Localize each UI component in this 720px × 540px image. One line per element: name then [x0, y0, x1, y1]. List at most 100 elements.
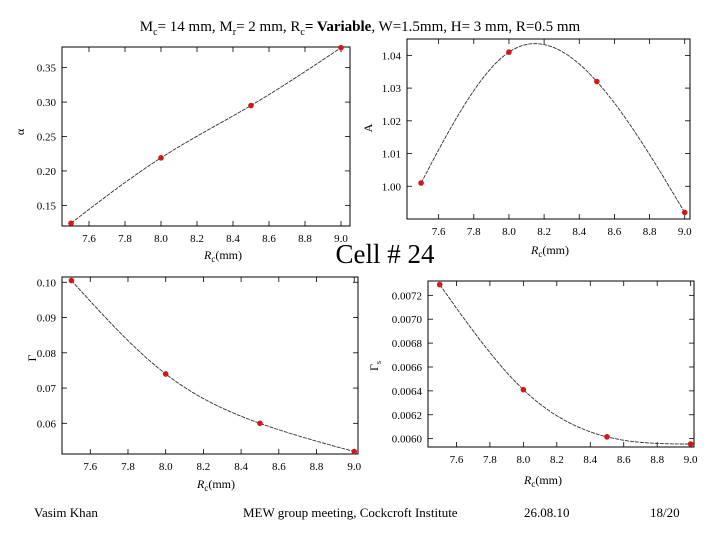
y-tick-label: 0.0068: [392, 338, 423, 350]
title-part-0: M: [139, 19, 154, 35]
title-part-4: = 2 mm, R: [236, 19, 301, 35]
chart-alpha: 7.6 7.8 8.0 8.2 8.4 8.6 8.8 9.0 0.15 0.20 0.25 0.30…: [13, 44, 351, 264]
x-tick-label: 7.6: [82, 233, 96, 245]
title-part-6: = Variable: [304, 19, 372, 35]
data-point: [162, 371, 169, 377]
data-point: [351, 448, 358, 455]
y-tick-label: 0.0066: [392, 362, 423, 374]
presentation-date: 26.08.10: [524, 505, 570, 520]
x-tick-label: 8.2: [550, 454, 564, 466]
y-tick-label: 0.0062: [392, 410, 422, 422]
x-tick-label: 8.0: [502, 226, 516, 238]
x-tick-label: 8.4: [572, 226, 586, 238]
data-point: [248, 102, 254, 109]
x-axis-label: Rc(mm): [203, 248, 242, 264]
x-tick-label: 9.0: [334, 233, 348, 245]
y-tick-label: 0.0060: [392, 434, 423, 446]
x-tick-label: 8.0: [154, 233, 168, 245]
y-tick-label: 0.09: [37, 313, 57, 325]
page-number: 18/20: [650, 505, 680, 520]
x-tick-label: 9.0: [678, 226, 692, 238]
x-tick-label: 7.6: [432, 226, 446, 238]
series-curve: [439, 284, 691, 445]
chart-Gamma: 7.6 7.8 8.0 8.2 8.4 8.6 8.8 9.0 0.06 0.07 0.08 0.09…: [25, 276, 362, 493]
x-tick-label: 8.4: [583, 454, 597, 466]
data-point: [257, 420, 263, 427]
x-tick-label: 8.2: [190, 233, 204, 245]
x-tick-label: 7.6: [450, 454, 464, 466]
y-tick-label: 0.35: [37, 63, 57, 75]
y-tick-label: 0.30: [37, 97, 57, 109]
title-part-5: c: [300, 27, 305, 38]
y-axis-label: A: [361, 123, 375, 132]
y-tick-label: 0.25: [37, 132, 57, 144]
data-point: [68, 220, 74, 227]
title-part-7: , W=1.5mm, H= 3 mm, R=0.5 mm: [371, 19, 581, 35]
series-curve: [71, 280, 355, 452]
title-part-3: r: [232, 27, 237, 38]
plot-frame: [61, 276, 359, 455]
data-point: [520, 386, 527, 393]
y-tick-label: 0.15: [37, 200, 57, 212]
plot-frame: [427, 280, 695, 448]
x-tick-label: 8.8: [310, 461, 324, 473]
author-name: Vasim Khan: [34, 505, 98, 520]
y-tick-label: 1.01: [382, 149, 401, 161]
chart-A: 7.6 7.8 8.0 8.2 8.4 8.6 8.8 9.0 1.00 1.01 1.02 1.03…: [361, 38, 692, 259]
meeting-name: MEW group meeting, Cockcroft Institute: [243, 505, 458, 520]
x-tick-label: 8.8: [650, 454, 664, 466]
y-tick-label: 1.04: [382, 50, 402, 62]
y-tick-label: 1.02: [382, 116, 401, 128]
y-axis-label: Γs: [367, 361, 383, 371]
x-tick-label: 8.6: [272, 461, 286, 473]
y-tick-label: 0.0072: [392, 290, 422, 302]
title-part-2: = 14 mm, M: [157, 19, 233, 35]
x-tick-label: 7.8: [118, 233, 132, 245]
data-point: [418, 180, 424, 186]
y-tick-label: 1.03: [382, 83, 402, 95]
cell-label: Cell # 24: [335, 239, 435, 269]
x-tick-label: 7.8: [467, 226, 481, 238]
x-tick-label: 7.8: [121, 461, 135, 473]
x-tick-label: 8.2: [537, 226, 551, 238]
x-tick-label: 8.2: [197, 461, 211, 473]
y-tick-label: 1.00: [382, 181, 402, 193]
data-point: [594, 78, 600, 85]
x-tick-label: 9.0: [347, 461, 361, 473]
x-tick-label: 8.8: [643, 226, 657, 238]
y-tick-label: 0.08: [37, 348, 57, 360]
x-tick-label: 8.6: [262, 233, 276, 245]
x-tick-label: 8.4: [226, 233, 240, 245]
x-axis-label: Rc(mm): [530, 243, 569, 259]
x-tick-label: 8.6: [617, 454, 631, 466]
plot-frame: [406, 38, 691, 220]
x-tick-label: 8.8: [298, 233, 312, 245]
data-point: [506, 49, 512, 55]
data-point: [436, 281, 443, 288]
data-point: [338, 44, 344, 51]
chart-Gamma_s: 7.6 7.8 8.0 8.2 8.4 8.6 8.8 9.0 0.0060 0.0062 0.00…: [367, 280, 698, 489]
x-tick-label: 7.6: [83, 461, 97, 473]
series-curve: [420, 43, 686, 213]
x-tick-label: 8.0: [159, 461, 173, 473]
y-tick-label: 0.0064: [392, 386, 423, 398]
series-curve: [70, 47, 342, 224]
data-point: [681, 209, 688, 216]
x-axis-label: Rc(mm): [523, 473, 562, 489]
y-tick-label: 0.06: [37, 418, 57, 430]
y-tick-label: 0.0070: [392, 314, 423, 326]
title-part-1: c: [153, 27, 158, 38]
y-axis-label: Γ: [25, 354, 39, 361]
plot-frame: [61, 46, 351, 227]
data-point: [687, 441, 694, 447]
x-tick-label: 8.0: [516, 454, 530, 466]
data-point: [158, 155, 164, 161]
slide-title: Mc= 14 mm, Mr= 2 mm, Rc= Variable, W=1.5…: [0, 19, 720, 38]
x-tick-label: 7.8: [483, 454, 497, 466]
y-tick-label: 0.20: [37, 166, 57, 178]
x-tick-label: 8.6: [608, 226, 622, 238]
x-tick-label: 9.0: [684, 454, 698, 466]
x-tick-label: 8.4: [234, 461, 248, 473]
x-axis-label: Rc(mm): [196, 477, 235, 493]
